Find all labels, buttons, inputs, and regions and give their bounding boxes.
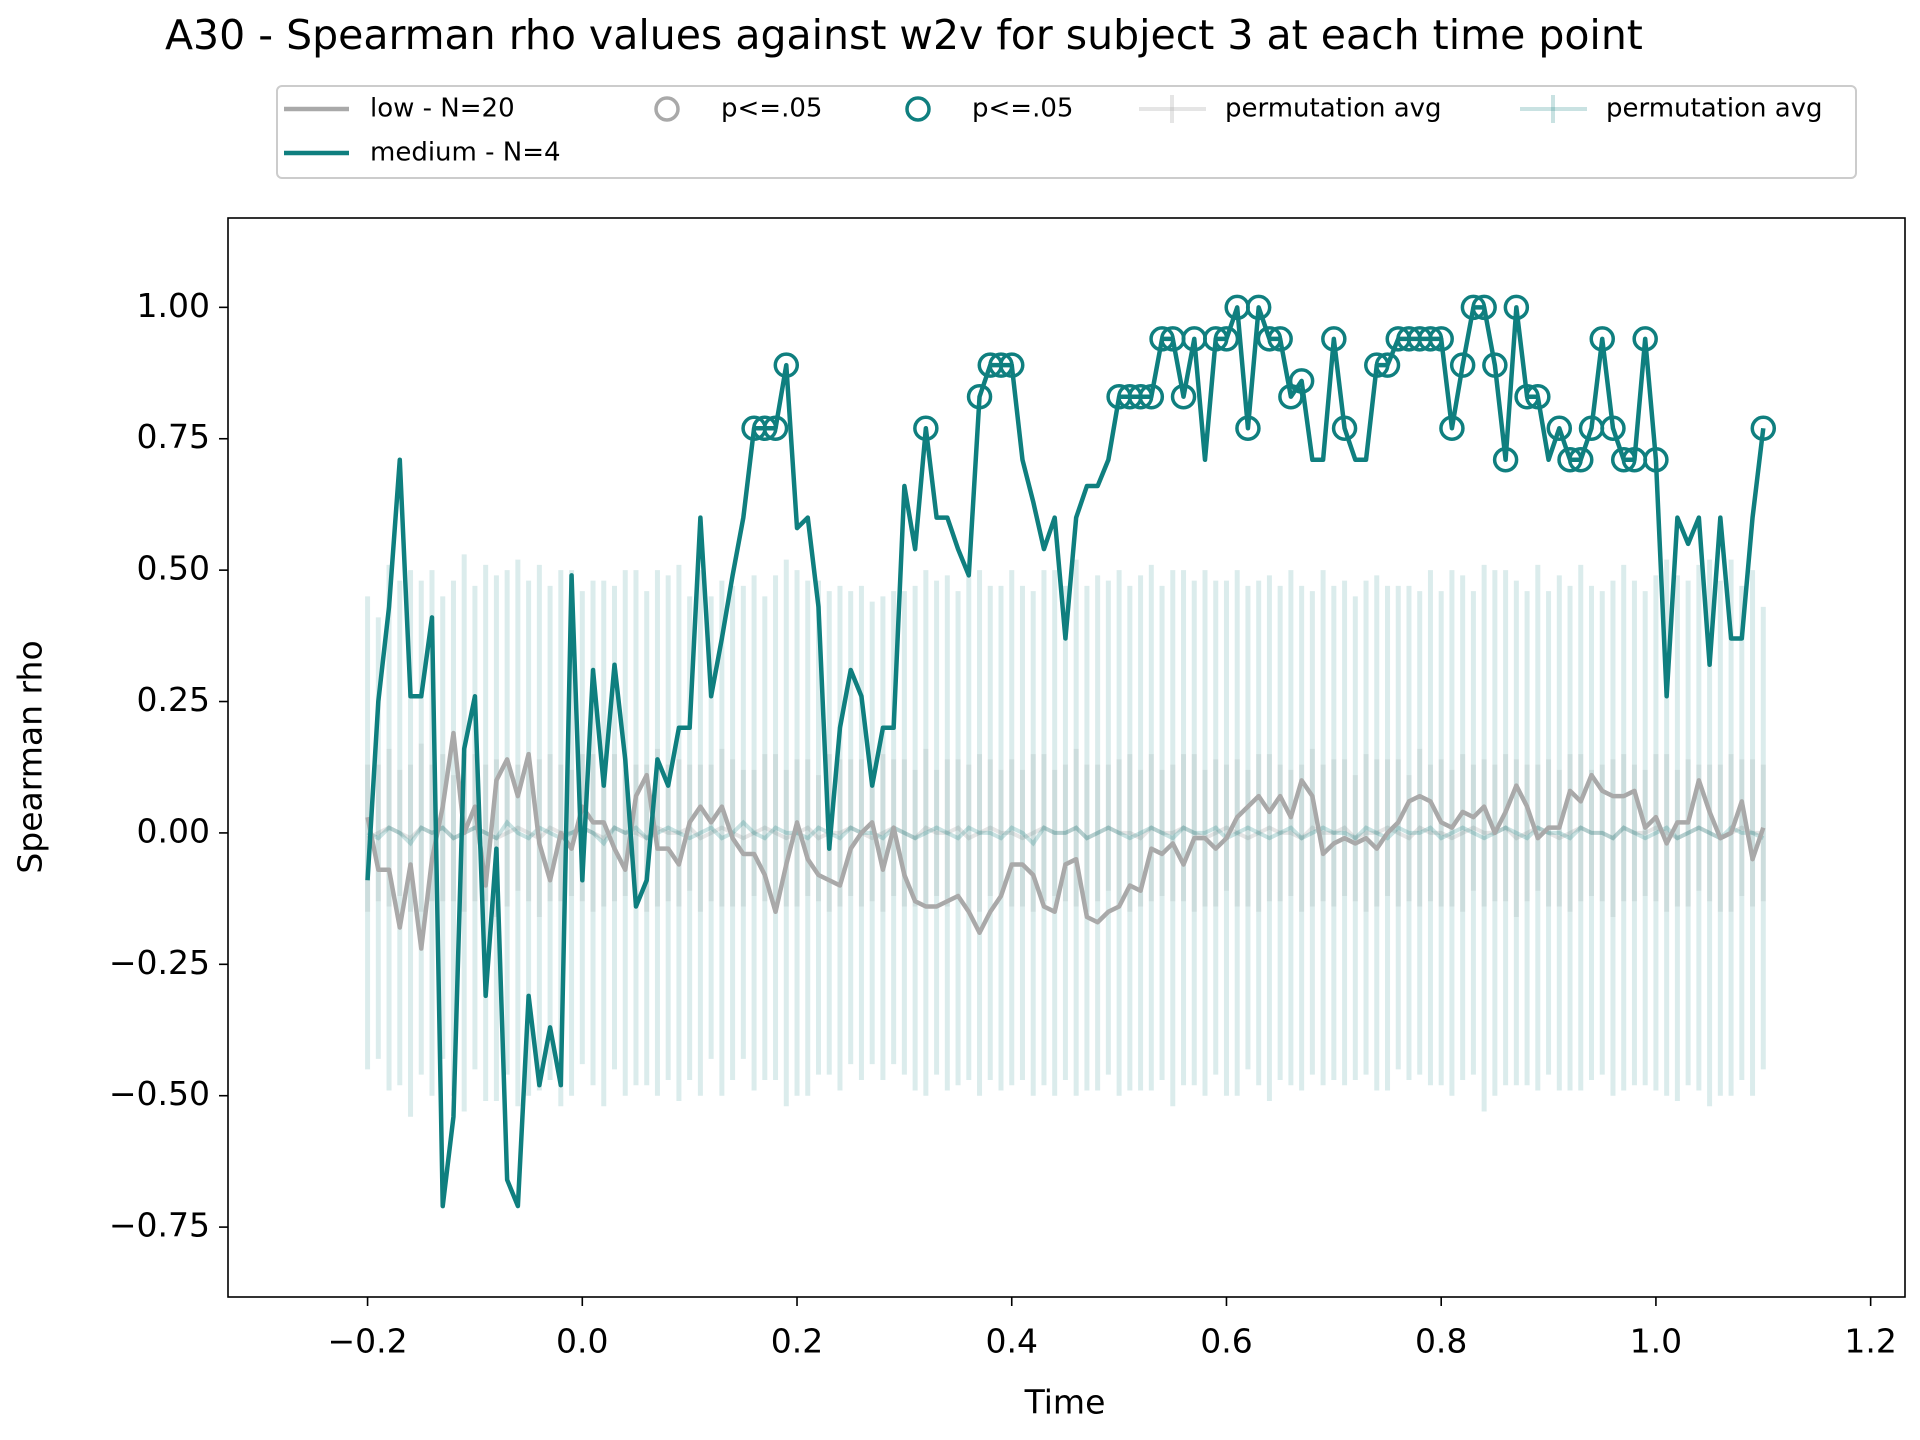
significance-marker — [1374, 352, 1401, 378]
significance-marker — [1127, 383, 1154, 410]
significance-marker — [1202, 326, 1229, 352]
significance-marker — [1288, 368, 1315, 394]
significance-marker — [1492, 447, 1519, 473]
significance-marker — [1331, 415, 1358, 441]
y-tick-label: −0.25 — [109, 943, 210, 982]
significance-marker — [773, 352, 800, 378]
significance-marker — [966, 383, 993, 410]
axes-frame — [227, 217, 1906, 1298]
legend-box — [276, 85, 1857, 179]
significance-marker — [1138, 383, 1165, 410]
significance-marker — [752, 415, 778, 441]
significance-marker — [1321, 326, 1347, 352]
significance-marker — [1589, 326, 1615, 352]
significance-marker — [1503, 294, 1530, 321]
significance-marker — [1256, 326, 1283, 352]
y-tick-label: −0.50 — [109, 1074, 210, 1113]
x-tick-label: 0.0 — [556, 1322, 608, 1361]
significance-marker — [1514, 383, 1540, 410]
x-tick-label: 0.8 — [1415, 1322, 1467, 1361]
legend-handle — [654, 96, 680, 122]
significance-marker — [1600, 415, 1626, 441]
significance-marker — [1170, 383, 1197, 410]
legend-label: low - N=20 — [370, 94, 515, 124]
series-line — [365, 730, 1766, 951]
significance-marker — [1750, 415, 1777, 441]
legend-label: permutation avg — [1225, 94, 1442, 124]
significance-marker — [1482, 352, 1508, 378]
y-tick-label: −0.75 — [109, 1206, 210, 1245]
x-tick-label: 0.4 — [986, 1322, 1038, 1361]
significance-marker — [913, 415, 939, 441]
legend-handle — [905, 96, 931, 122]
significance-marker — [1557, 447, 1583, 473]
y-axis-label: Spearman rho — [11, 640, 50, 873]
y-tick-label: 0.25 — [137, 680, 210, 719]
significance-marker — [988, 352, 1014, 378]
legend-label: p<=.05 — [721, 94, 822, 124]
significance-marker — [1632, 326, 1658, 352]
x-tick-label: 0.6 — [1200, 1322, 1252, 1361]
significance-marker — [1213, 326, 1240, 352]
significance-marker — [1149, 326, 1175, 352]
series-line — [365, 305, 1766, 1209]
y-tick-label: 0.50 — [137, 549, 210, 588]
significance-marker — [1610, 447, 1637, 473]
x-tick-label: 1.0 — [1630, 1322, 1682, 1361]
significance-marker — [1417, 326, 1444, 352]
significance-marker — [1267, 326, 1293, 352]
plot-area — [365, 294, 1777, 1209]
legend-label: p<=.05 — [972, 94, 1073, 124]
y-tick-label: 1.00 — [137, 286, 210, 325]
significance-marker — [1439, 415, 1465, 441]
x-axis-label: Time — [1024, 1383, 1106, 1422]
significance-marker — [1568, 447, 1594, 473]
significance-marker — [1364, 352, 1390, 378]
significance-marker — [1428, 326, 1454, 352]
significance-marker — [1235, 415, 1261, 441]
significance-marker — [1245, 294, 1272, 321]
x-tick-label: −0.2 — [328, 1322, 408, 1361]
permutation-line — [366, 825, 1764, 841]
significance-marker — [998, 352, 1025, 378]
y-tick-label: 0.75 — [137, 417, 210, 456]
y-tick-label: 0.00 — [137, 811, 210, 850]
significance-marker — [1546, 415, 1573, 441]
legend-label: permutation avg — [1606, 94, 1823, 124]
legend-label: medium - N=4 — [370, 138, 561, 168]
significance-marker — [1525, 383, 1551, 410]
significance-marker — [1449, 352, 1476, 378]
significance-marker — [1471, 294, 1497, 321]
significance-marker — [1643, 447, 1669, 473]
significance-marker — [762, 415, 789, 441]
x-tick-label: 0.2 — [771, 1322, 823, 1361]
chart-title: A30 - Spearman rho values against w2v fo… — [165, 11, 1643, 59]
permutation-line — [366, 819, 1765, 847]
x-tick-label: 1.2 — [1844, 1322, 1896, 1361]
significance-marker — [1460, 294, 1487, 321]
